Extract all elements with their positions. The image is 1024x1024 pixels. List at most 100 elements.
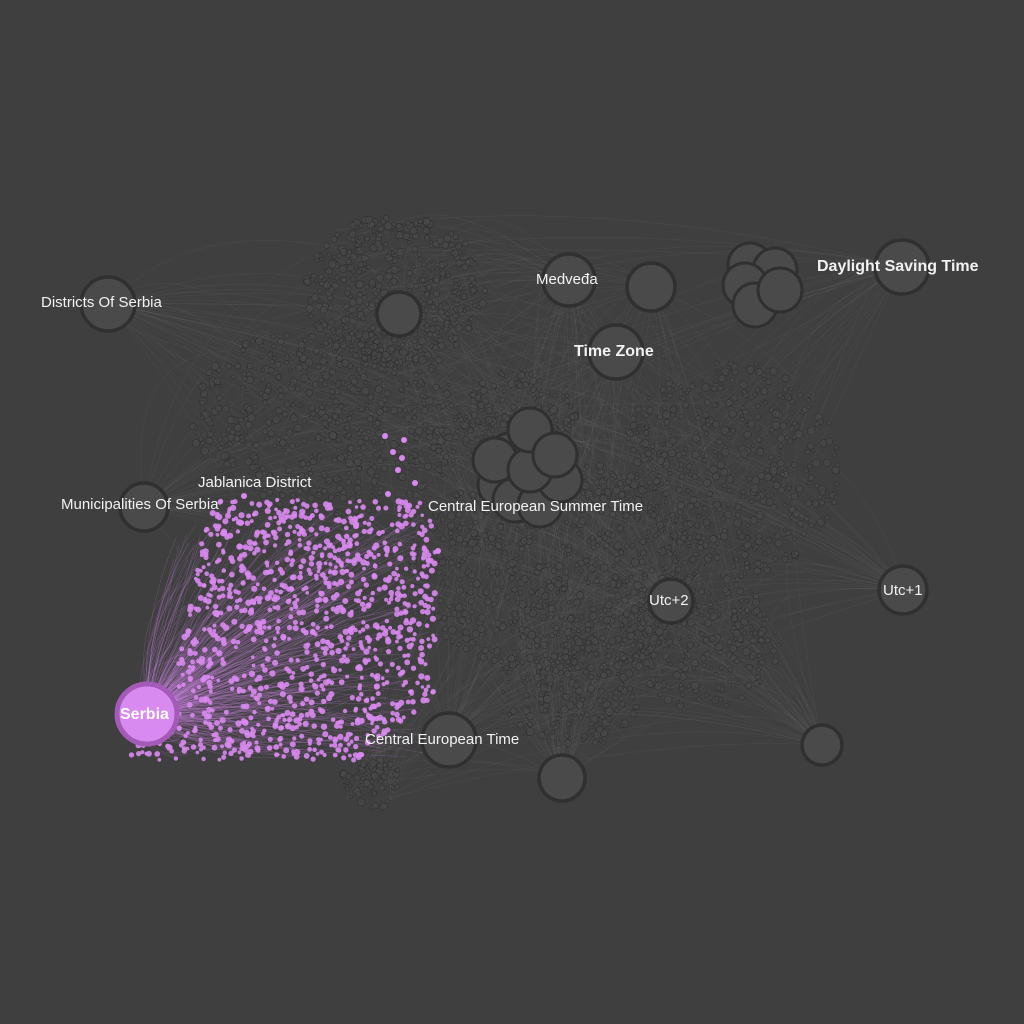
node-highlight <box>180 739 187 746</box>
node-highlight <box>320 723 328 730</box>
node <box>681 491 686 496</box>
node-highlight <box>213 731 219 738</box>
node <box>707 553 713 559</box>
node <box>274 361 282 369</box>
node-highlight <box>396 665 401 671</box>
node-highlight <box>354 717 360 724</box>
node-highlight <box>328 624 334 629</box>
node <box>418 355 427 365</box>
node <box>790 492 799 500</box>
node <box>407 288 412 293</box>
node-highlight <box>374 684 379 690</box>
node <box>831 499 838 506</box>
node-highlight <box>310 756 316 762</box>
node <box>759 659 766 666</box>
edge <box>392 485 450 741</box>
node <box>687 502 695 511</box>
node <box>375 273 384 282</box>
node-highlight <box>211 744 218 751</box>
node <box>684 390 689 395</box>
node-highlight <box>250 693 254 698</box>
node-highlight <box>419 638 425 644</box>
node <box>601 534 608 541</box>
node-highlight <box>266 716 271 722</box>
node <box>548 615 554 621</box>
node <box>348 298 357 307</box>
node <box>529 376 538 385</box>
node <box>446 273 451 279</box>
node <box>397 407 403 413</box>
node <box>543 633 547 638</box>
node-highlight <box>220 622 226 628</box>
node <box>423 322 430 329</box>
node <box>255 471 264 480</box>
node <box>680 621 687 628</box>
node <box>578 517 587 525</box>
edge <box>391 266 903 787</box>
node <box>686 618 696 627</box>
node-highlight <box>318 514 325 521</box>
node <box>491 601 497 607</box>
node-highlight <box>417 658 425 665</box>
node-highlight <box>368 706 373 711</box>
node-highlight <box>245 751 252 758</box>
node <box>341 359 350 368</box>
node-highlight <box>334 722 340 729</box>
node <box>312 451 318 457</box>
node <box>455 603 464 612</box>
node <box>749 516 759 525</box>
node <box>390 278 398 286</box>
node <box>313 252 321 260</box>
node <box>299 460 307 468</box>
node <box>557 652 562 657</box>
node <box>660 442 665 447</box>
node <box>755 447 765 457</box>
node-highlight <box>234 677 240 682</box>
node <box>436 236 445 245</box>
node <box>754 413 761 421</box>
node-highlight <box>258 596 263 601</box>
node <box>488 534 496 543</box>
node <box>652 477 661 486</box>
node <box>348 230 357 238</box>
node <box>302 485 310 493</box>
node <box>755 511 765 520</box>
node <box>362 454 367 459</box>
node-highlight <box>351 757 357 763</box>
node <box>470 411 478 419</box>
node <box>408 428 415 435</box>
node <box>555 590 560 595</box>
node <box>734 576 741 583</box>
node-highlight <box>395 467 401 473</box>
node <box>374 420 382 427</box>
node <box>612 573 620 581</box>
node <box>460 520 466 526</box>
node <box>453 341 460 349</box>
node <box>811 458 821 468</box>
node <box>698 539 704 546</box>
node <box>400 398 406 404</box>
node <box>345 311 350 316</box>
node-highlight <box>376 552 381 557</box>
node <box>566 552 571 557</box>
node <box>742 647 751 656</box>
node-highlight <box>229 686 235 691</box>
node-highlight <box>303 696 310 703</box>
node <box>776 642 781 647</box>
node <box>564 739 572 747</box>
node <box>319 306 328 315</box>
node-highlight <box>295 498 300 503</box>
node <box>511 610 519 618</box>
node <box>436 568 443 576</box>
edge <box>561 680 700 779</box>
node <box>672 671 682 680</box>
node-highlight <box>272 659 279 666</box>
node-highlight <box>424 674 431 681</box>
node <box>485 406 493 415</box>
node <box>468 275 476 283</box>
node <box>691 450 700 459</box>
node <box>517 371 526 380</box>
label-districts-of-serbia: Districts Of Serbia <box>41 294 163 311</box>
node <box>549 667 554 672</box>
node-highlight <box>389 522 395 528</box>
